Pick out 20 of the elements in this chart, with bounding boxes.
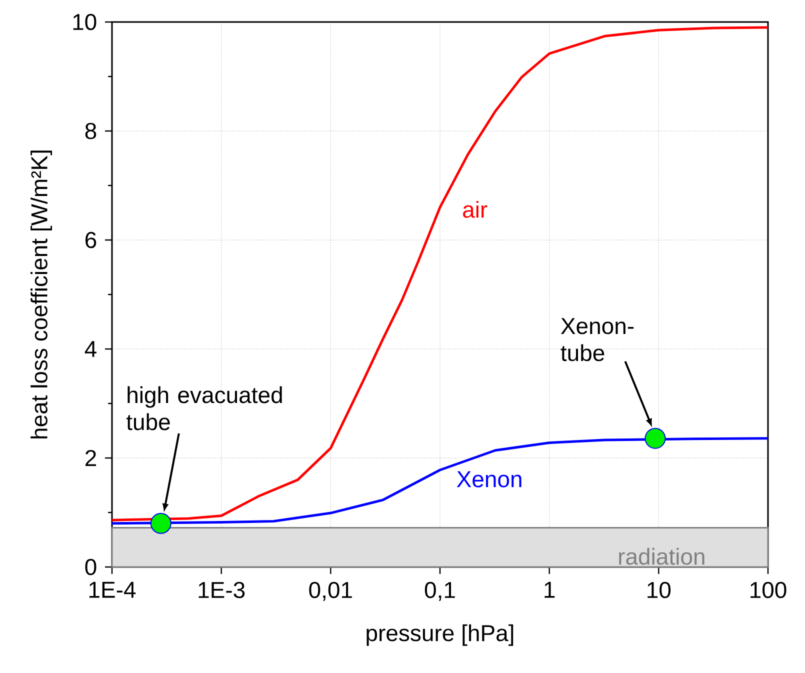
x-axis-title: pressure [hPa] [366, 624, 514, 646]
series-label: air [463, 200, 488, 218]
x-tick-label: 1E-4 [89, 582, 136, 598]
y-tick-label: 8 [85, 122, 96, 140]
y-axis-title: heat loss coefficient [W/m²K] [30, 150, 52, 438]
x-tick-label: 0,1 [424, 582, 455, 601]
x-tick-label: 1E-3 [198, 582, 245, 598]
x-tick-label: 1 [544, 582, 555, 598]
y-tick-label: 6 [86, 232, 96, 248]
x-tick-label: 0,01 [309, 582, 352, 601]
annotation: Xenon-tube [560, 318, 634, 362]
series-label: Xenon [456, 471, 522, 488]
x-tick-label: 100 [750, 582, 786, 598]
y-tick-label: 2 [86, 450, 96, 466]
y-tick-label: 10 [73, 14, 96, 30]
y-tick-label: 4 [84, 341, 96, 357]
x-tick-label: 10 [648, 582, 671, 598]
band-label: radiation [619, 548, 704, 565]
annotation: high evacuated tube [126, 386, 282, 430]
y-tick-label: 0 [85, 558, 96, 576]
